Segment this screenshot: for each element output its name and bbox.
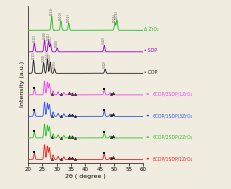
Text: (040): (040) <box>43 31 46 39</box>
Text: (042): (042) <box>102 36 106 44</box>
Text: • CDP: • CDP <box>144 70 158 75</box>
Text: (020): (020) <box>42 54 46 62</box>
Text: 6CDP/3SDP/1ZrO₂: 6CDP/3SDP/1ZrO₂ <box>152 91 193 97</box>
Text: (006): (006) <box>113 13 117 22</box>
Text: (011): (011) <box>31 51 36 59</box>
Text: 6CDP/1SDP/3ZrO₂: 6CDP/1SDP/3ZrO₂ <box>152 113 193 118</box>
Text: (002): (002) <box>67 13 71 22</box>
Text: Δ ZrO₂: Δ ZrO₂ <box>144 27 159 32</box>
Text: (131): (131) <box>49 35 52 43</box>
Text: (131): (131) <box>46 33 51 40</box>
Text: • SDP: • SDP <box>144 49 157 53</box>
Text: (021): (021) <box>48 53 52 61</box>
X-axis label: 2θ ( degree ): 2θ ( degree ) <box>65 174 106 180</box>
Y-axis label: Intensity (a.u.): Intensity (a.u.) <box>20 61 25 107</box>
Text: (006): (006) <box>115 10 119 19</box>
Text: (200): (200) <box>59 11 63 20</box>
Text: (031): (031) <box>53 60 57 68</box>
Text: (011): (011) <box>32 34 36 42</box>
Text: (111): (111) <box>45 51 49 59</box>
Text: 6CDP/2SDP/2ZrO₂: 6CDP/2SDP/2ZrO₂ <box>152 135 193 140</box>
Text: 8CDP/1SDP/1ZrO₂: 8CDP/1SDP/1ZrO₂ <box>152 156 193 161</box>
Text: (042): (042) <box>103 60 107 68</box>
Text: (200): (200) <box>55 39 59 47</box>
Text: (111): (111) <box>50 7 54 15</box>
